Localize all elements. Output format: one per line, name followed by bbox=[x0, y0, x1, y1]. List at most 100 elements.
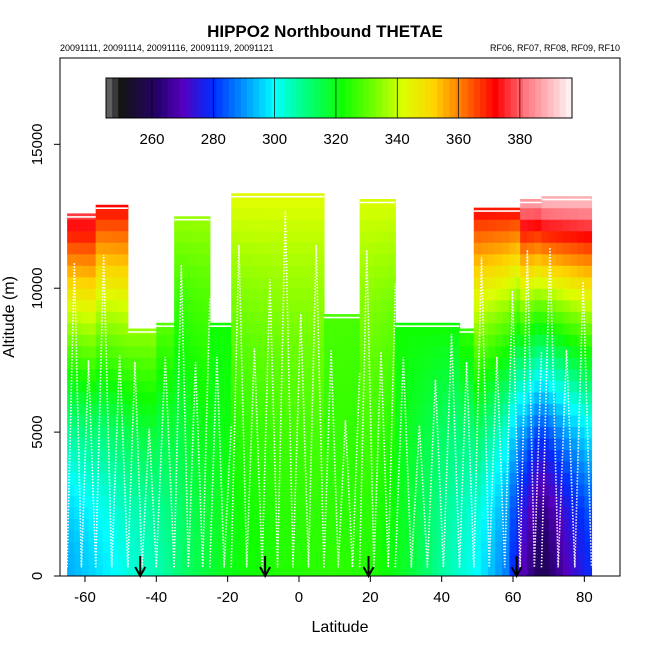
heatmap-cell bbox=[281, 552, 289, 566]
heatmap-cell bbox=[388, 483, 396, 497]
heatmap-cell bbox=[181, 288, 189, 301]
heatmap-cell bbox=[541, 483, 550, 497]
heatmap-cell bbox=[309, 368, 318, 381]
heatmap-cell bbox=[281, 472, 289, 485]
heatmap-cell bbox=[502, 288, 511, 301]
heatmap-cell bbox=[295, 472, 304, 485]
colorbar-swatch bbox=[277, 78, 285, 118]
heatmap-cell bbox=[163, 437, 172, 450]
x-tick-label: 20 bbox=[362, 589, 379, 606]
heatmap-cell bbox=[124, 207, 129, 220]
heatmap-cell bbox=[548, 483, 557, 497]
colorbar-swatch bbox=[547, 78, 555, 118]
heatmap-cell bbox=[266, 193, 275, 197]
heatmap-cell bbox=[331, 483, 339, 497]
heatmap-cell bbox=[149, 380, 157, 393]
heatmap-cell bbox=[238, 299, 247, 312]
heatmap-cell bbox=[266, 564, 275, 576]
heatmap-cell bbox=[366, 288, 375, 301]
heatmap-cell bbox=[231, 230, 239, 243]
heatmap-cell bbox=[252, 506, 261, 520]
heatmap-cell bbox=[548, 403, 557, 416]
heatmap-cell bbox=[316, 552, 325, 566]
heatmap-cell bbox=[102, 460, 111, 473]
heatmap-cell bbox=[109, 564, 118, 576]
heatmap-cell bbox=[562, 299, 571, 312]
heatmap-cell bbox=[395, 541, 404, 554]
heatmap-cell bbox=[331, 414, 339, 427]
heatmap-cell bbox=[495, 276, 503, 289]
heatmap-cell bbox=[245, 552, 254, 566]
heatmap-cell bbox=[502, 403, 511, 416]
heatmap-cell bbox=[231, 541, 239, 554]
heatmap-cell bbox=[295, 193, 304, 197]
heatmap-cell bbox=[584, 552, 593, 566]
heatmap-cell bbox=[224, 368, 232, 381]
heatmap-cell bbox=[81, 253, 90, 266]
heatmap-cell bbox=[373, 437, 382, 450]
heatmap-cell bbox=[134, 552, 143, 566]
heatmap-cell bbox=[534, 322, 543, 335]
heatmap-cell bbox=[516, 230, 521, 243]
heatmap-cell bbox=[488, 219, 496, 232]
heatmap-cell bbox=[502, 564, 511, 576]
heatmap-cell bbox=[381, 345, 389, 358]
heatmap-cell bbox=[88, 529, 97, 543]
heatmap-cell bbox=[366, 518, 375, 531]
heatmap-cell bbox=[502, 230, 511, 243]
heatmap-cell bbox=[81, 288, 90, 301]
heatmap-cell bbox=[423, 495, 432, 508]
heatmap-cell bbox=[224, 403, 232, 416]
heatmap-cell bbox=[134, 380, 143, 393]
heatmap-cell bbox=[117, 380, 125, 393]
heatmap-cell bbox=[95, 253, 104, 266]
heatmap-cell bbox=[117, 391, 125, 404]
heatmap-cell bbox=[527, 276, 535, 289]
heatmap-cell bbox=[231, 322, 239, 335]
heatmap-cell bbox=[338, 380, 346, 393]
heatmap-cell bbox=[174, 265, 182, 278]
heatmap-cell bbox=[381, 426, 389, 439]
heatmap-cell bbox=[238, 414, 247, 427]
heatmap-cell bbox=[309, 552, 318, 566]
heatmap-cell bbox=[245, 193, 254, 197]
heatmap-cell bbox=[555, 276, 564, 289]
heatmap-cell bbox=[202, 299, 211, 312]
heatmap-cell bbox=[577, 368, 585, 381]
heatmap-cell bbox=[181, 518, 189, 531]
heatmap-cell bbox=[202, 449, 211, 462]
heatmap-cell bbox=[281, 391, 289, 404]
heatmap-cell bbox=[473, 265, 482, 278]
heatmap-cell bbox=[202, 265, 211, 278]
heatmap-cell bbox=[570, 288, 578, 301]
heatmap-cell bbox=[252, 518, 261, 531]
heatmap-cell bbox=[302, 357, 311, 370]
heatmap-cell bbox=[381, 357, 389, 370]
heatmap-cell bbox=[288, 242, 297, 255]
heatmap-cell bbox=[259, 449, 268, 462]
heatmap-cell bbox=[142, 483, 150, 497]
heatmap-cell bbox=[252, 541, 261, 554]
heatmap-cell bbox=[202, 437, 211, 450]
heatmap-cell bbox=[274, 529, 282, 543]
heatmap-cell bbox=[266, 322, 275, 335]
heatmap-cell bbox=[562, 276, 571, 289]
heatmap-cell bbox=[156, 449, 165, 462]
heatmap-cell bbox=[520, 437, 528, 450]
heatmap-cell bbox=[570, 564, 578, 576]
heatmap-cell bbox=[209, 541, 218, 554]
heatmap-cell bbox=[124, 495, 129, 508]
heatmap-cell bbox=[495, 322, 503, 335]
heatmap-cell bbox=[295, 207, 304, 220]
heatmap-cell bbox=[163, 541, 172, 554]
heatmap-cell bbox=[117, 552, 125, 566]
colorbar-swatch bbox=[179, 78, 187, 118]
heatmap-cell bbox=[216, 322, 225, 335]
heatmap-cell bbox=[281, 288, 289, 301]
plot-frame bbox=[59, 57, 621, 577]
heatmap-cell bbox=[409, 391, 418, 404]
heatmap-cell bbox=[395, 357, 404, 370]
heatmap-cell bbox=[231, 437, 239, 450]
heatmap-cell bbox=[423, 472, 432, 485]
heatmap-cell bbox=[209, 564, 218, 576]
